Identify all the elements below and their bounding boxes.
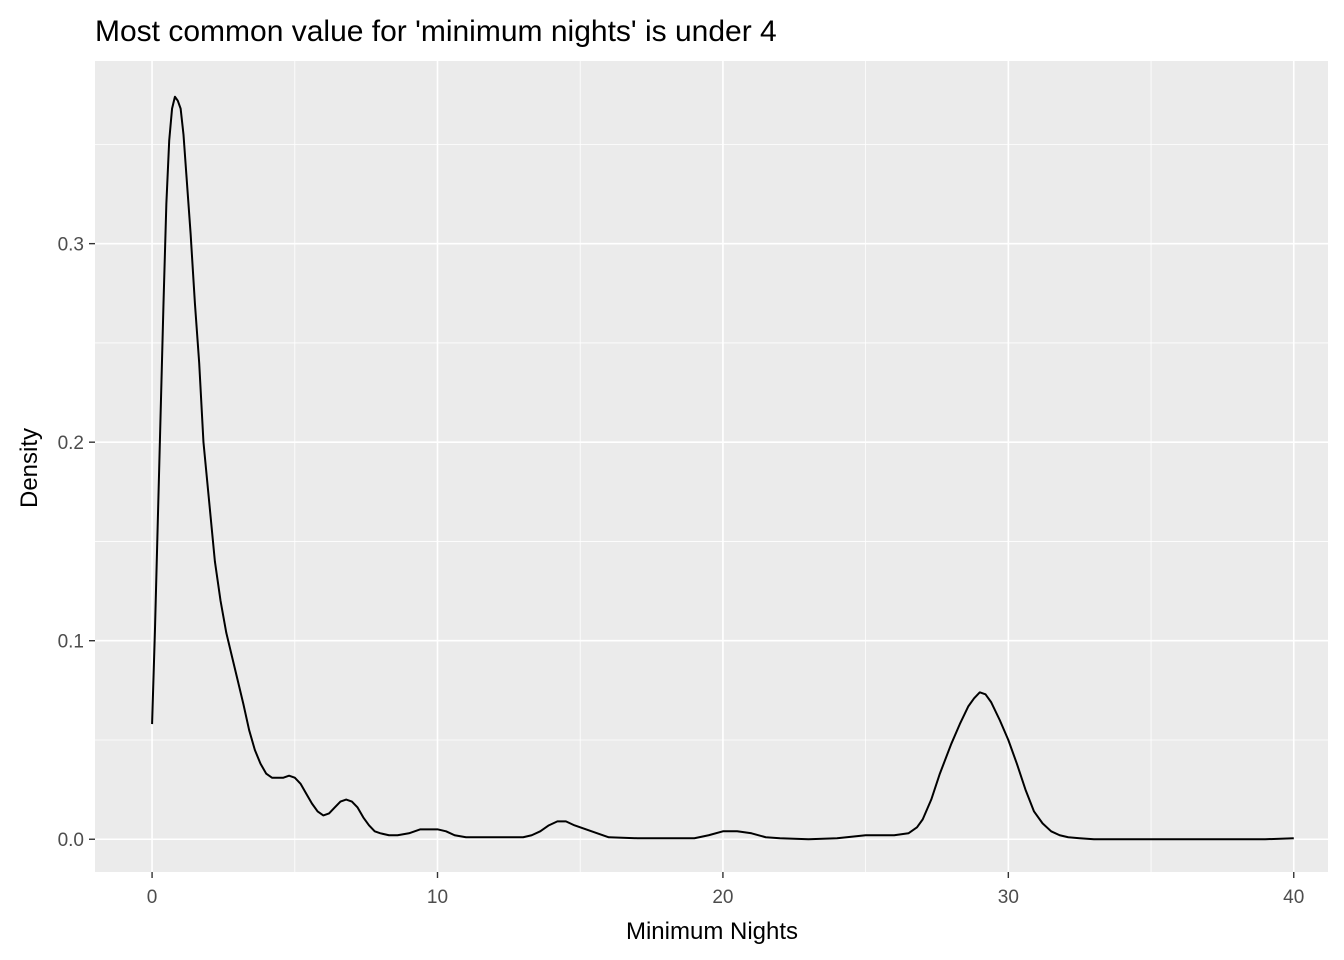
y-tick-label: 0.2 bbox=[58, 433, 84, 454]
x-tick-label: 30 bbox=[998, 887, 1019, 908]
plot-panel bbox=[95, 61, 1328, 872]
x-tick-label: 10 bbox=[427, 887, 448, 908]
density-series bbox=[151, 95, 1294, 841]
y-axis-ticks: 0.0 0.1 0.2 0.3 bbox=[58, 235, 95, 851]
x-axis-title: Minimum Nights bbox=[626, 918, 798, 945]
y-axis-title: Density bbox=[16, 428, 43, 508]
y-tick-label: 0.3 bbox=[58, 235, 84, 256]
chart-title: Most common value for 'minimum nights' i… bbox=[95, 15, 777, 48]
x-tick-label: 20 bbox=[712, 887, 733, 908]
panel-background bbox=[95, 61, 1328, 872]
x-tick-label: 0 bbox=[147, 887, 158, 908]
density-line bbox=[151, 95, 1294, 841]
y-tick-label: 0.1 bbox=[58, 632, 84, 653]
y-tick-label: 0.0 bbox=[58, 830, 84, 851]
x-axis-ticks: 0 10 20 30 40 bbox=[147, 872, 1304, 908]
x-tick-label: 40 bbox=[1283, 887, 1304, 908]
